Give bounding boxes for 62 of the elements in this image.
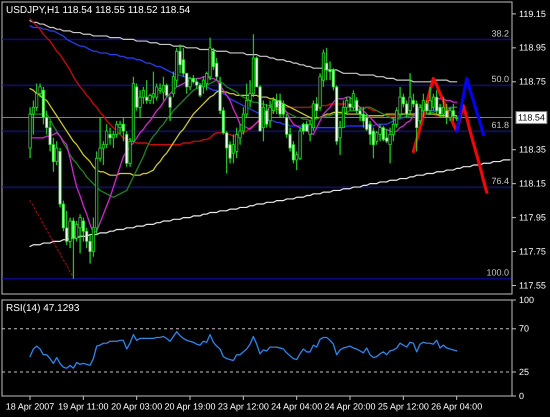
x-tick-label: 18 Apr 2007 <box>6 401 54 412</box>
y-tick-label: 70 <box>519 324 530 334</box>
x-tick-label: 24 Apr 04:00 <box>271 401 322 412</box>
candlestick <box>452 103 455 122</box>
candlestick <box>152 71 155 104</box>
line-series <box>29 159 511 248</box>
candlestick <box>362 106 365 128</box>
candlestick <box>352 90 355 112</box>
y-tick-label: 119.15 <box>519 8 546 19</box>
candlestick <box>385 128 388 144</box>
candlestick <box>188 76 192 91</box>
y-tick-label: 117.75 <box>519 246 546 256</box>
candlestick <box>162 76 165 101</box>
x-tick-label: 25 Apr 12:00 <box>378 401 429 412</box>
y-tick-label: 118.95 <box>519 42 546 53</box>
y-tick-label: 118.75 <box>519 76 546 87</box>
line-series <box>29 88 458 176</box>
candlestick <box>268 100 272 128</box>
annotation: 38.2 <box>491 28 509 38</box>
chart-title: RSI(14) 47.1293 <box>6 303 80 314</box>
candlestick <box>325 47 328 81</box>
y-tick-label: 25 <box>519 366 530 377</box>
y-tick-label: 117.55 <box>519 280 546 290</box>
candlestick <box>72 217 75 280</box>
line-series <box>30 200 74 278</box>
candlestick <box>435 90 438 115</box>
candlestick <box>78 214 82 254</box>
candlestick <box>118 120 122 135</box>
annotation: 61.8 <box>491 120 509 130</box>
x-tick-label: 20 Apr 03:00 <box>111 401 162 412</box>
annotation: 50.0 <box>491 74 509 84</box>
x-tick-label: 26 Apr 04:00 <box>431 401 482 412</box>
x-tick-label: 23 Apr 12:00 <box>218 401 269 412</box>
candlestick <box>428 86 432 115</box>
x-tick-label: 24 Apr 20:00 <box>324 401 376 412</box>
line-series <box>29 79 458 198</box>
y-tick-label: 118.35 <box>519 144 546 155</box>
candlestick <box>138 90 142 118</box>
candlestick <box>275 93 278 115</box>
candlestick <box>145 80 148 104</box>
y-tick-label: 0 <box>519 390 524 401</box>
x-tick-label: 19 Apr 11:00 <box>58 401 109 412</box>
annotation: 100.0 <box>486 268 509 278</box>
candlestick <box>348 96 352 112</box>
candlestick <box>158 82 162 94</box>
chart-title: USDJPY,H1 118.54 118.55 118.52 118.54 <box>6 5 191 16</box>
candlestick <box>378 124 382 142</box>
candlestick <box>425 100 428 115</box>
y-tick-label: 118.15 <box>519 178 546 189</box>
candlestick <box>278 93 282 118</box>
y-tick-label: 100 <box>519 294 534 305</box>
annotation: 76.4 <box>491 176 509 186</box>
candlestick <box>448 106 452 122</box>
candlestick <box>382 125 385 142</box>
line-series <box>29 331 458 369</box>
ref-line-label: 118.54 <box>518 112 545 123</box>
x-tick-label: 20 Apr 19:00 <box>164 401 216 412</box>
candlestick <box>305 120 308 132</box>
y-tick-label: 117.95 <box>519 212 546 222</box>
candlestick <box>408 72 412 115</box>
candlestick <box>108 127 112 146</box>
candlestick <box>265 103 268 128</box>
